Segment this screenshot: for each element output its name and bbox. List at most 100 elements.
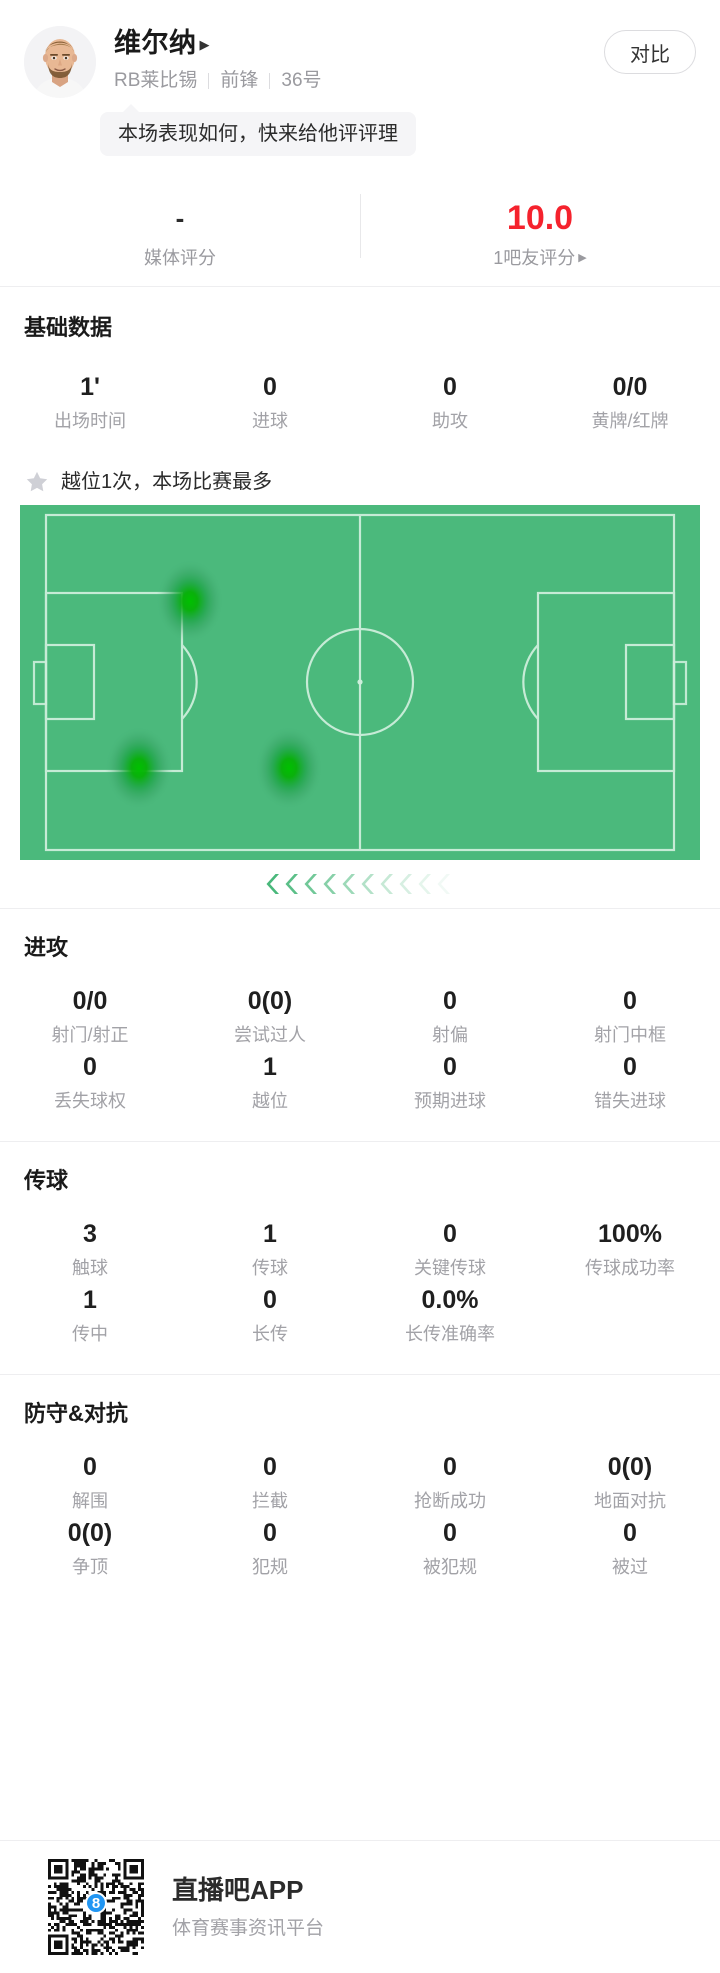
- stat-value: 0(0): [67, 1518, 113, 1547]
- stat-cell: 0(0) 争顶: [0, 1515, 180, 1581]
- chevron-left-icon: [399, 874, 412, 894]
- stat-label: 拦截: [252, 1490, 288, 1511]
- player-number: 36号: [281, 70, 322, 91]
- stat-cell: 0.0% 长传准确率: [360, 1282, 540, 1348]
- stat-cell: 0 犯规: [180, 1515, 360, 1581]
- pitch-heatmap[interactable]: [20, 505, 700, 860]
- chevron-left-icon: [361, 874, 374, 894]
- stat-value: 0: [443, 1518, 457, 1547]
- stat-cell: 0 错失进球: [540, 1049, 720, 1115]
- ratings-row: - 媒体评分 10.0 1吧友评分 ▶: [0, 186, 720, 282]
- player-header: 维尔纳 ▶ RB莱比锡 前锋 36号 对比: [0, 0, 720, 98]
- section-title-passing: 传球: [24, 1168, 69, 1193]
- stat-cell: 0 拦截: [180, 1449, 360, 1515]
- star-icon: [26, 471, 48, 492]
- stat-label: 长传准确率: [405, 1323, 495, 1344]
- chevron-left-icon: [304, 874, 317, 894]
- media-rating-label-text: 媒体评分: [144, 248, 216, 268]
- spacer: [0, 1348, 720, 1374]
- stat-value: 0: [443, 1219, 457, 1248]
- attack-direction-arrows: [20, 860, 700, 908]
- stat-cell: 0 射门中框: [540, 983, 720, 1049]
- stat-cell: 0 被犯规: [360, 1515, 540, 1581]
- stat-label: 越位: [252, 1090, 288, 1111]
- stat-value: 0: [83, 1452, 97, 1481]
- stat-cell: 0 预期进球: [360, 1049, 540, 1115]
- stat-cell: 1 越位: [180, 1049, 360, 1115]
- ratings-divider: [360, 194, 361, 258]
- stat-label: 触球: [72, 1257, 108, 1278]
- spacer: [0, 1142, 720, 1170]
- section-divider: [0, 908, 720, 909]
- stat-value: 0.0%: [421, 1285, 479, 1314]
- chevron-left-icon: [266, 874, 279, 894]
- chevron-left-icon: [342, 874, 355, 894]
- stat-grid-passing: 3 触球 1 传球 0 关键传球 100% 传球成功率 1 传中 0 长传 0.…: [0, 1216, 720, 1348]
- stat-cell: 0 长传: [180, 1282, 360, 1348]
- footer-app-tagline: 体育赛事资讯平台: [172, 1917, 325, 1939]
- section-divider: [0, 286, 720, 287]
- stat-value: 100%: [598, 1219, 662, 1248]
- fan-rating-value: 10.0: [506, 199, 574, 237]
- stat-value: 0: [263, 1285, 277, 1314]
- chevron-left-icon: [380, 874, 393, 894]
- stat-label: 尝试过人: [234, 1024, 306, 1045]
- chevron-right-icon: ▶: [199, 36, 210, 52]
- stat-label: 传球: [252, 1257, 288, 1278]
- qr-code[interactable]: 8: [48, 1859, 144, 1955]
- media-rating: - 媒体评分: [0, 186, 360, 282]
- stat-cell-empty: [540, 1282, 720, 1348]
- media-rating-value: -: [175, 203, 185, 233]
- fan-rating[interactable]: 10.0 1吧友评分 ▶: [360, 186, 720, 282]
- stat-cell: 0 关键传球: [360, 1216, 540, 1282]
- stat-value: 1: [83, 1285, 97, 1314]
- stat-label: 出场时间: [54, 410, 126, 431]
- stat-label: 助攻: [432, 410, 468, 431]
- player-team: RB莱比锡: [114, 70, 198, 91]
- stat-label: 争顶: [72, 1556, 108, 1577]
- player-name-row[interactable]: 维尔纳 ▶: [114, 26, 696, 60]
- avatar[interactable]: [24, 26, 96, 98]
- rate-prompt-bubble[interactable]: 本场表现如何，快来给他评评理: [100, 104, 416, 156]
- stat-cell: 0 丢失球权: [0, 1049, 180, 1115]
- stat-value: 0: [443, 986, 457, 1015]
- heatmap-container[interactable]: [20, 505, 700, 908]
- stat-label: 丢失球权: [54, 1090, 126, 1111]
- heatmap-points: [105, 559, 323, 810]
- stat-cell: 0(0) 尝试过人: [180, 983, 360, 1049]
- section-title-basic: 基础数据: [24, 315, 113, 340]
- stat-cell: 0 被过: [540, 1515, 720, 1581]
- stat-label: 预期进球: [414, 1090, 486, 1111]
- stat-value: 0: [623, 986, 637, 1015]
- stat-label: 长传: [252, 1323, 288, 1344]
- stat-cell: 0 抢断成功: [360, 1449, 540, 1515]
- stat-label: 传中: [72, 1323, 108, 1344]
- footer-text: 直播吧APP 体育赛事资讯平台: [172, 1877, 324, 1938]
- stat-value: 0: [443, 372, 457, 401]
- stat-label: 射门/射正: [51, 1024, 129, 1045]
- stat-value: 0/0: [72, 986, 108, 1015]
- stat-label: 传球成功率: [585, 1257, 675, 1278]
- stat-label: 解围: [72, 1490, 108, 1511]
- stat-value: 0: [263, 1518, 277, 1547]
- player-position: 前锋: [220, 70, 259, 91]
- spacer: [0, 1375, 720, 1403]
- stat-cell: 0/0 黄牌/红牌: [540, 365, 720, 439]
- stat-cell: 0(0) 地面对抗: [540, 1449, 720, 1515]
- stat-label: 犯规: [252, 1556, 288, 1577]
- fan-rating-label[interactable]: 1吧友评分 ▶: [493, 249, 586, 267]
- section-title-defense: 防守&对抗: [24, 1401, 128, 1426]
- player-meta: RB莱比锡 前锋 36号: [114, 71, 696, 90]
- stat-cell: 0 进球: [180, 365, 360, 439]
- chevron-left-icon: [437, 874, 450, 894]
- chevron-left-icon: [285, 874, 298, 894]
- stat-value: 3: [83, 1219, 97, 1248]
- app-footer: 8 直播吧APP 体育赛事资讯平台: [0, 1840, 720, 1973]
- chevron-left-icon: [418, 874, 431, 894]
- stat-cell: 1' 出场时间: [0, 365, 180, 439]
- stat-cell: 1 传中: [0, 1282, 180, 1348]
- compare-button[interactable]: 对比: [604, 30, 696, 74]
- stat-value: 0: [263, 372, 277, 401]
- stat-value: 0: [443, 1052, 457, 1081]
